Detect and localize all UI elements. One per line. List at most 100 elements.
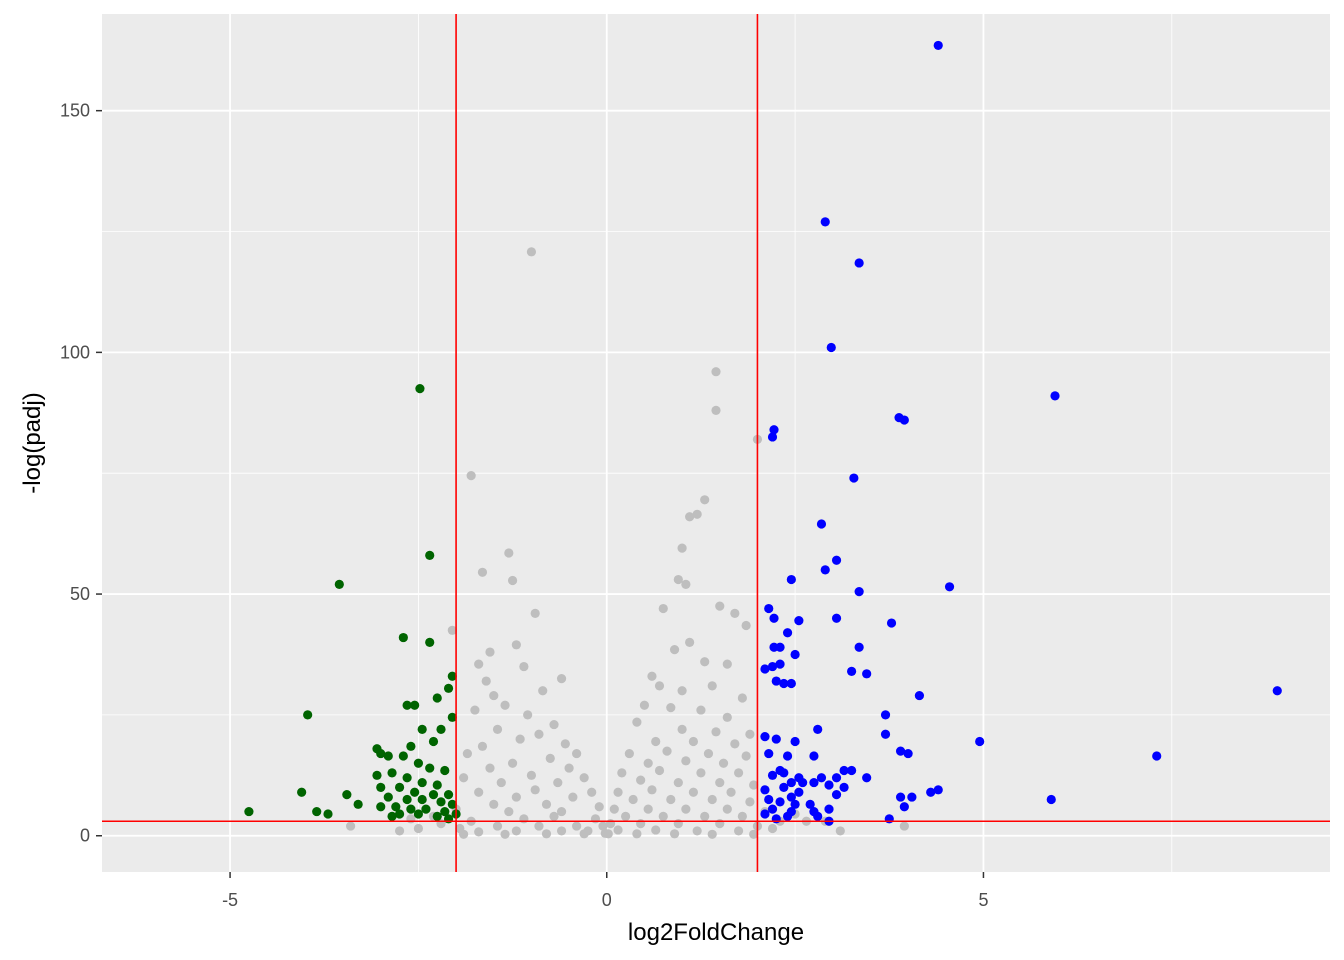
point-not-significant bbox=[662, 746, 672, 756]
point-not-significant bbox=[526, 247, 537, 257]
point-up bbox=[847, 765, 857, 776]
point-not-significant bbox=[511, 792, 521, 802]
point-down bbox=[440, 806, 450, 817]
point-up bbox=[847, 666, 857, 676]
point-not-significant bbox=[466, 471, 476, 481]
point-up bbox=[975, 736, 985, 747]
point-down bbox=[443, 790, 454, 800]
point-not-significant bbox=[643, 804, 653, 814]
point-not-significant bbox=[745, 729, 755, 739]
point-not-significant bbox=[346, 821, 356, 831]
point-up bbox=[849, 473, 859, 483]
point-not-significant bbox=[715, 819, 725, 829]
point-down bbox=[417, 724, 427, 735]
point-up bbox=[771, 676, 781, 686]
point-not-significant bbox=[504, 806, 514, 817]
point-not-significant bbox=[722, 659, 732, 669]
point-down bbox=[376, 748, 386, 759]
point-not-significant bbox=[541, 799, 552, 809]
point-down bbox=[391, 802, 401, 812]
point-not-significant bbox=[530, 608, 540, 618]
point-up bbox=[824, 804, 834, 814]
point-not-significant bbox=[696, 705, 706, 715]
point-not-significant bbox=[767, 823, 778, 834]
point-not-significant bbox=[715, 777, 725, 788]
point-not-significant bbox=[496, 777, 506, 788]
point-not-significant bbox=[515, 734, 525, 744]
point-down bbox=[443, 683, 454, 693]
point-up bbox=[831, 555, 842, 565]
point-down bbox=[443, 814, 454, 824]
y-axis: 0 50 100 150 bbox=[60, 101, 102, 846]
point-down bbox=[297, 787, 307, 797]
point-not-significant bbox=[730, 739, 740, 749]
major-gridlines bbox=[102, 14, 1330, 872]
point-not-significant bbox=[579, 773, 589, 783]
point-down bbox=[447, 671, 457, 681]
point-up bbox=[933, 40, 943, 51]
point-up bbox=[824, 780, 834, 790]
point-up bbox=[1272, 686, 1282, 696]
point-not-significant bbox=[681, 579, 691, 589]
point-down bbox=[376, 802, 386, 812]
point-not-significant bbox=[734, 826, 744, 836]
x-tick-label: 0 bbox=[602, 890, 612, 910]
point-up bbox=[771, 814, 781, 824]
point-down bbox=[402, 700, 412, 710]
point-up bbox=[899, 802, 909, 812]
point-up bbox=[786, 574, 796, 585]
point-up bbox=[767, 804, 778, 814]
point-up bbox=[782, 811, 793, 822]
point-down bbox=[244, 806, 254, 817]
point-not-significant bbox=[489, 690, 499, 701]
point-not-significant bbox=[500, 700, 510, 710]
point-not-significant bbox=[603, 829, 613, 839]
point-not-significant bbox=[549, 811, 559, 822]
point-down bbox=[406, 804, 416, 814]
point-down bbox=[417, 794, 427, 805]
point-down bbox=[342, 790, 352, 800]
point-up bbox=[798, 777, 808, 788]
y-tick-label: 0 bbox=[80, 826, 90, 846]
point-not-significant bbox=[507, 575, 518, 586]
point-not-significant bbox=[474, 659, 484, 669]
point-down bbox=[372, 770, 382, 780]
point-up bbox=[839, 765, 849, 776]
point-not-significant bbox=[673, 777, 683, 788]
point-up bbox=[782, 628, 793, 638]
point-up bbox=[854, 642, 864, 652]
point-not-significant bbox=[526, 770, 537, 780]
point-not-significant bbox=[711, 405, 721, 415]
point-not-significant bbox=[549, 719, 559, 730]
point-not-significant bbox=[500, 829, 510, 839]
point-not-significant bbox=[703, 748, 714, 759]
point-not-significant bbox=[741, 751, 751, 761]
point-not-significant bbox=[669, 645, 680, 655]
point-up bbox=[809, 777, 819, 788]
point-up bbox=[895, 792, 906, 802]
x-axis: -5 0 5 bbox=[222, 872, 988, 910]
point-not-significant bbox=[632, 717, 642, 727]
point-down bbox=[415, 384, 425, 394]
point-down bbox=[425, 637, 435, 647]
point-up bbox=[831, 773, 842, 783]
point-not-significant bbox=[474, 787, 484, 797]
point-not-significant bbox=[605, 819, 616, 829]
point-not-significant bbox=[899, 821, 909, 831]
point-down bbox=[387, 768, 397, 778]
point-down bbox=[436, 724, 446, 735]
point-not-significant bbox=[688, 736, 698, 747]
point-up bbox=[880, 729, 891, 739]
point-not-significant bbox=[658, 811, 668, 822]
point-not-significant bbox=[673, 574, 683, 585]
point-not-significant bbox=[511, 826, 521, 836]
point-down bbox=[406, 741, 416, 751]
point-up bbox=[839, 782, 849, 793]
point-down bbox=[428, 790, 439, 800]
point-up bbox=[760, 732, 770, 742]
point-down bbox=[428, 736, 439, 747]
point-up bbox=[880, 710, 891, 720]
point-up bbox=[769, 425, 779, 435]
point-up bbox=[831, 790, 842, 800]
